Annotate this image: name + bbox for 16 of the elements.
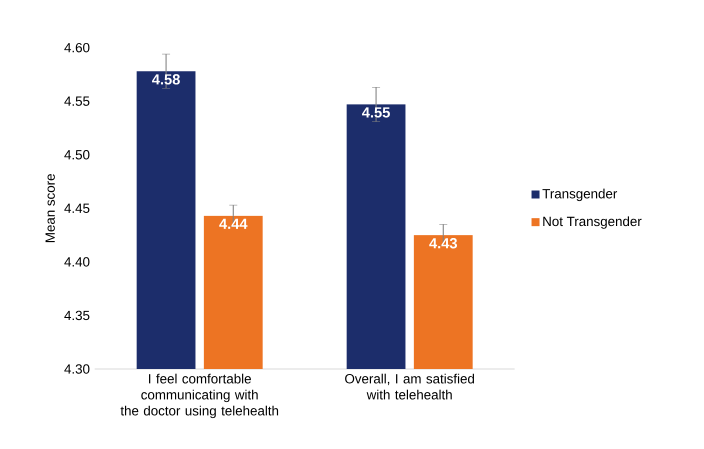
- data-label: 4.58: [152, 74, 180, 85]
- data-label: 4.43: [429, 238, 458, 248]
- y-tick-label: 4.60: [64, 42, 90, 52]
- x-tick-label: Overall, I am satisfied with telehealth: [345, 374, 474, 400]
- data-label: 4.44: [219, 218, 248, 229]
- y-tick-label: 4.35: [64, 310, 90, 320]
- y-tick-label: 4.40: [64, 257, 90, 267]
- y-tick-label: 4.45: [64, 204, 90, 213]
- data-label: 4.55: [362, 107, 390, 118]
- y-tick-label: 4.30: [64, 364, 90, 374]
- legend-label: Not Transgender: [543, 216, 642, 229]
- y-tick-label: 4.55: [64, 96, 90, 106]
- y-tick-label: 4.50: [64, 150, 90, 160]
- x-tick-label: I feel comfortable communicating with the doctor using telehealth: [120, 374, 278, 418]
- legend-label: Transgender: [542, 188, 618, 202]
- y-axis-title: Mean score: [46, 174, 55, 242]
